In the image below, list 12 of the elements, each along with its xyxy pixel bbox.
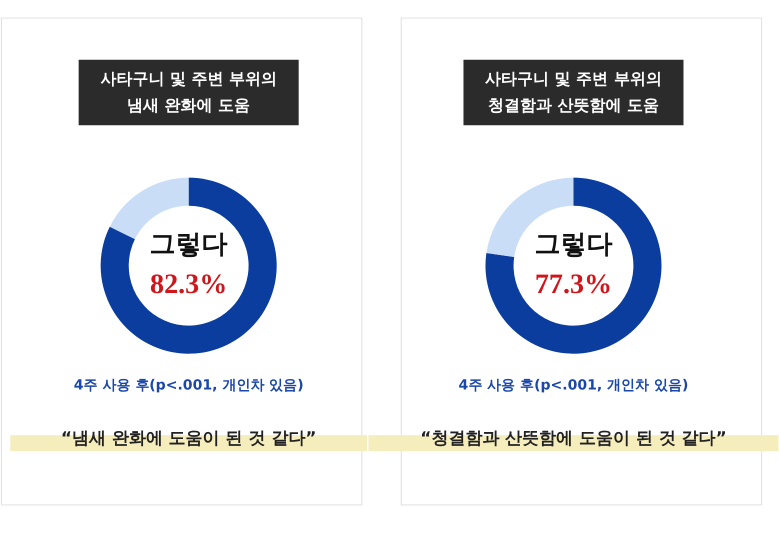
chart-title: 사타구니 및 주변 부위의 청결함과 산뜻함에 도움: [485, 69, 662, 114]
data-label: 82.3%: [150, 268, 228, 300]
slice-label: 그렇다: [150, 230, 228, 260]
text: “청결함과 산뜻함에 도움이 된 것 같다”: [420, 428, 727, 448]
chart-title: 사타구니 및 주변 부위의 냄새 완화에 도움: [100, 69, 277, 114]
text: 4주 사용 후(p<.001, 개인차 있음): [458, 377, 688, 394]
data-label: 77.3%: [534, 268, 612, 300]
donut-slice: [485, 178, 662, 354]
donut-slice: [100, 178, 277, 354]
slice-label: 그렇다: [534, 230, 612, 260]
text: 4주 사용 후(p<.001, 개인차 있음): [74, 377, 304, 394]
text: “냄새 완화에 도움이 된 것 같다”: [60, 428, 316, 448]
